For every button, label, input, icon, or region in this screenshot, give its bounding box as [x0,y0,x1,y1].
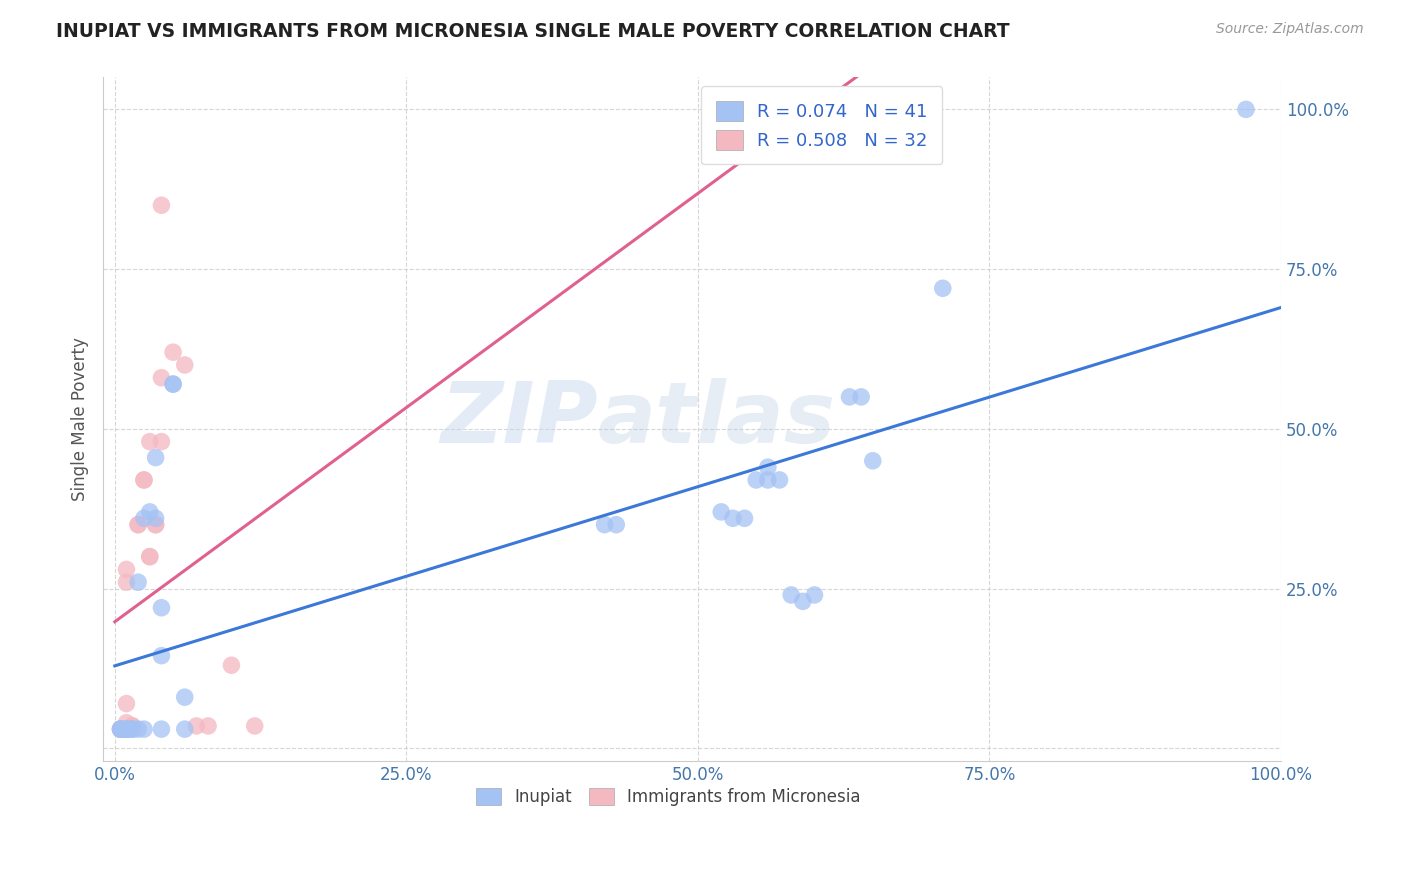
Point [139,549,162,564]
Point [768,473,790,487]
Point [173,358,195,372]
Point [162,377,184,392]
Point [150,722,173,736]
Point [121,719,143,733]
Point [150,434,173,449]
Point [121,722,143,736]
Point [132,473,155,487]
Y-axis label: Single Male Poverty: Single Male Poverty [72,337,89,501]
Point [756,473,779,487]
Point [756,460,779,475]
Text: INUPIAT VS IMMIGRANTS FROM MICRONESIA SINGLE MALE POVERTY CORRELATION CHART: INUPIAT VS IMMIGRANTS FROM MICRONESIA SI… [56,22,1010,41]
Point [110,722,132,736]
Point [115,715,138,730]
Point [110,722,132,736]
Text: Source: ZipAtlas.com: Source: ZipAtlas.com [1216,22,1364,37]
Point [110,722,132,736]
Point [162,345,184,359]
Point [115,722,138,736]
Point [121,722,143,736]
Point [115,722,138,736]
Point [150,198,173,212]
Legend: Inupiat, Immigrants from Micronesia: Inupiat, Immigrants from Micronesia [468,780,869,814]
Point [186,719,208,733]
Point [838,390,860,404]
Point [132,473,155,487]
Point [849,390,872,404]
Point [115,722,138,736]
Point [932,281,955,295]
Point [150,370,173,384]
Point [110,722,132,736]
Point [110,722,132,736]
Point [221,658,243,673]
Point [150,600,173,615]
Point [145,517,167,532]
Point [115,722,138,736]
Point [132,511,155,525]
Text: ZIP: ZIP [440,377,598,461]
Point [127,722,149,736]
Point [173,690,195,705]
Point [115,722,138,736]
Point [139,549,162,564]
Point [127,517,149,532]
Point [145,450,167,465]
Point [115,722,138,736]
Point [139,505,162,519]
Text: atlas: atlas [598,377,837,461]
Point [115,697,138,711]
Point [593,517,616,532]
Point [145,517,167,532]
Point [1234,103,1257,117]
Point [110,722,132,736]
Point [150,648,173,663]
Point [127,517,149,532]
Point [173,722,195,736]
Point [115,722,138,736]
Point [862,454,884,468]
Point [734,511,756,525]
Point [745,473,768,487]
Point [139,434,162,449]
Point [710,505,733,519]
Point [110,722,132,736]
Point [121,719,143,733]
Point [132,722,155,736]
Point [145,511,167,525]
Point [110,722,132,736]
Point [721,511,744,525]
Point [803,588,825,602]
Point [121,722,143,736]
Point [115,575,138,590]
Point [780,588,803,602]
Point [162,377,184,392]
Point [605,517,627,532]
Point [127,575,149,590]
Point [243,719,266,733]
Point [115,562,138,576]
Point [792,594,814,608]
Point [197,719,219,733]
